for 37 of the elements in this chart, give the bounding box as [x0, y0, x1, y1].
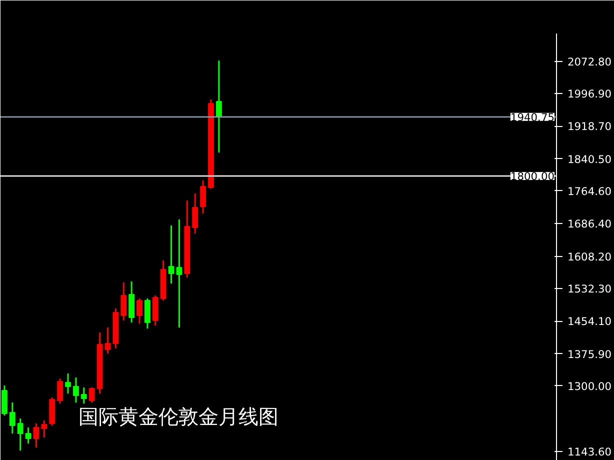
candlestick: [88, 386, 95, 404]
candlestick: [136, 298, 142, 324]
y-tick-label: 1375.90: [568, 348, 612, 361]
y-tick-label: 1996.90: [568, 87, 612, 100]
candlestick: [9, 402, 16, 434]
candlestick: [41, 420, 48, 438]
y-tick-label: 2072.80: [568, 55, 612, 68]
candlestick: [152, 294, 158, 326]
y-tick-label: 1300.00: [568, 380, 612, 393]
ref-line-label: 1940.75: [510, 110, 555, 124]
candlestick: [216, 60, 222, 154]
candlestick: [144, 298, 150, 330]
candlestick: [176, 218, 182, 328]
candlestick: [65, 372, 71, 394]
text: 国际黄金伦敦金月线图: [78, 404, 278, 428]
y-tick-label: 1532.30: [568, 282, 612, 296]
y-tick-label: 1454.10: [568, 315, 612, 328]
ref-line-label: 1800.00: [510, 170, 555, 183]
candlestick: [2, 384, 8, 416]
candlestick: [80, 386, 87, 404]
candlestick: [200, 180, 206, 214]
y-tick-label: 1143.60: [568, 445, 612, 458]
candlestick: [192, 192, 198, 234]
candlestick: [72, 376, 79, 404]
candlestick: [17, 418, 24, 452]
y-tick-label: 1764.60: [568, 184, 612, 198]
candlestick: [25, 426, 32, 444]
candlestick: [168, 224, 174, 284]
candlestick: [57, 378, 64, 404]
candlestick: [104, 326, 111, 354]
y-tick-label: 1918.70: [568, 120, 612, 134]
candlestick: [33, 422, 40, 448]
y-tick-label: 1840.50: [568, 152, 612, 166]
y-tick-label: 1686.40: [568, 218, 612, 231]
candlestick: [128, 280, 135, 324]
candlestick: [120, 282, 127, 322]
y-tick-label: 1608.20: [568, 250, 612, 264]
